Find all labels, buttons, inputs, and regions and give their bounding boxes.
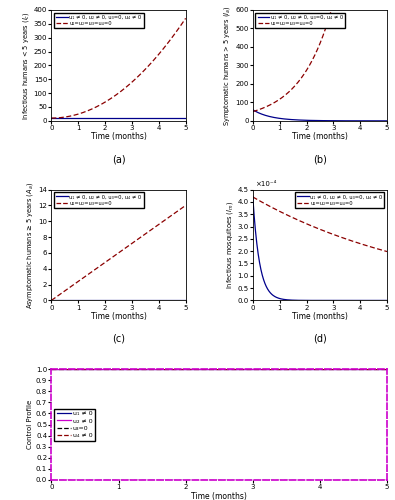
X-axis label: Time (months): Time (months) <box>292 312 348 321</box>
X-axis label: Time (months): Time (months) <box>90 312 147 321</box>
Legend: u₁ ≠ 0, u₂ ≠ 0, u₃=0, u₄ ≠ 0, u₁=u₂=u₃=u₄=0: u₁ ≠ 0, u₂ ≠ 0, u₃=0, u₄ ≠ 0, u₁=u₂=u₃=u… <box>54 192 144 208</box>
Legend: u₁ ≠ 0, u₂ ≠ 0, u₃=0, u₄ ≠ 0, u₁=u₂=u₃=u₄=0: u₁ ≠ 0, u₂ ≠ 0, u₃=0, u₄ ≠ 0, u₁=u₂=u₃=u… <box>54 12 144 28</box>
Text: (c): (c) <box>112 334 125 344</box>
Text: ×10⁻⁴: ×10⁻⁴ <box>256 182 277 188</box>
Y-axis label: Infectious mosquitoes ($I_m$): Infectious mosquitoes ($I_m$) <box>225 201 235 289</box>
Legend: u₁ ≠ 0, u₂ ≠ 0, u₃=0, u₄ ≠ 0: u₁ ≠ 0, u₂ ≠ 0, u₃=0, u₄ ≠ 0 <box>55 408 95 440</box>
Text: (d): (d) <box>313 334 327 344</box>
X-axis label: Time (months): Time (months) <box>90 132 147 141</box>
Legend: u₁ ≠ 0, u₂ ≠ 0, u₃=0, u₄ ≠ 0, u₁=u₂=u₃=u₄=0: u₁ ≠ 0, u₂ ≠ 0, u₃=0, u₄ ≠ 0, u₁=u₂=u₃=u… <box>256 12 345 28</box>
Y-axis label: Control Profile: Control Profile <box>27 400 33 449</box>
Y-axis label: Infectious humans < 5 years ($I_c$): Infectious humans < 5 years ($I_c$) <box>21 11 31 120</box>
X-axis label: Time (months): Time (months) <box>191 492 247 500</box>
X-axis label: Time (months): Time (months) <box>292 132 348 141</box>
Text: (b): (b) <box>313 154 327 164</box>
Y-axis label: Asymptomatic humans ≥ 5 years ($A_a$): Asymptomatic humans ≥ 5 years ($A_a$) <box>25 182 36 308</box>
Legend: u₁ ≠ 0, u₂ ≠ 0, u₃=0, u₄ ≠ 0, u₁=u₂=u₃=u₄=0: u₁ ≠ 0, u₂ ≠ 0, u₃=0, u₄ ≠ 0, u₁=u₂=u₃=u… <box>295 192 384 208</box>
Text: (a): (a) <box>112 154 125 164</box>
Y-axis label: Symptomatic humans > 5 years ($I_a$): Symptomatic humans > 5 years ($I_a$) <box>222 5 232 126</box>
